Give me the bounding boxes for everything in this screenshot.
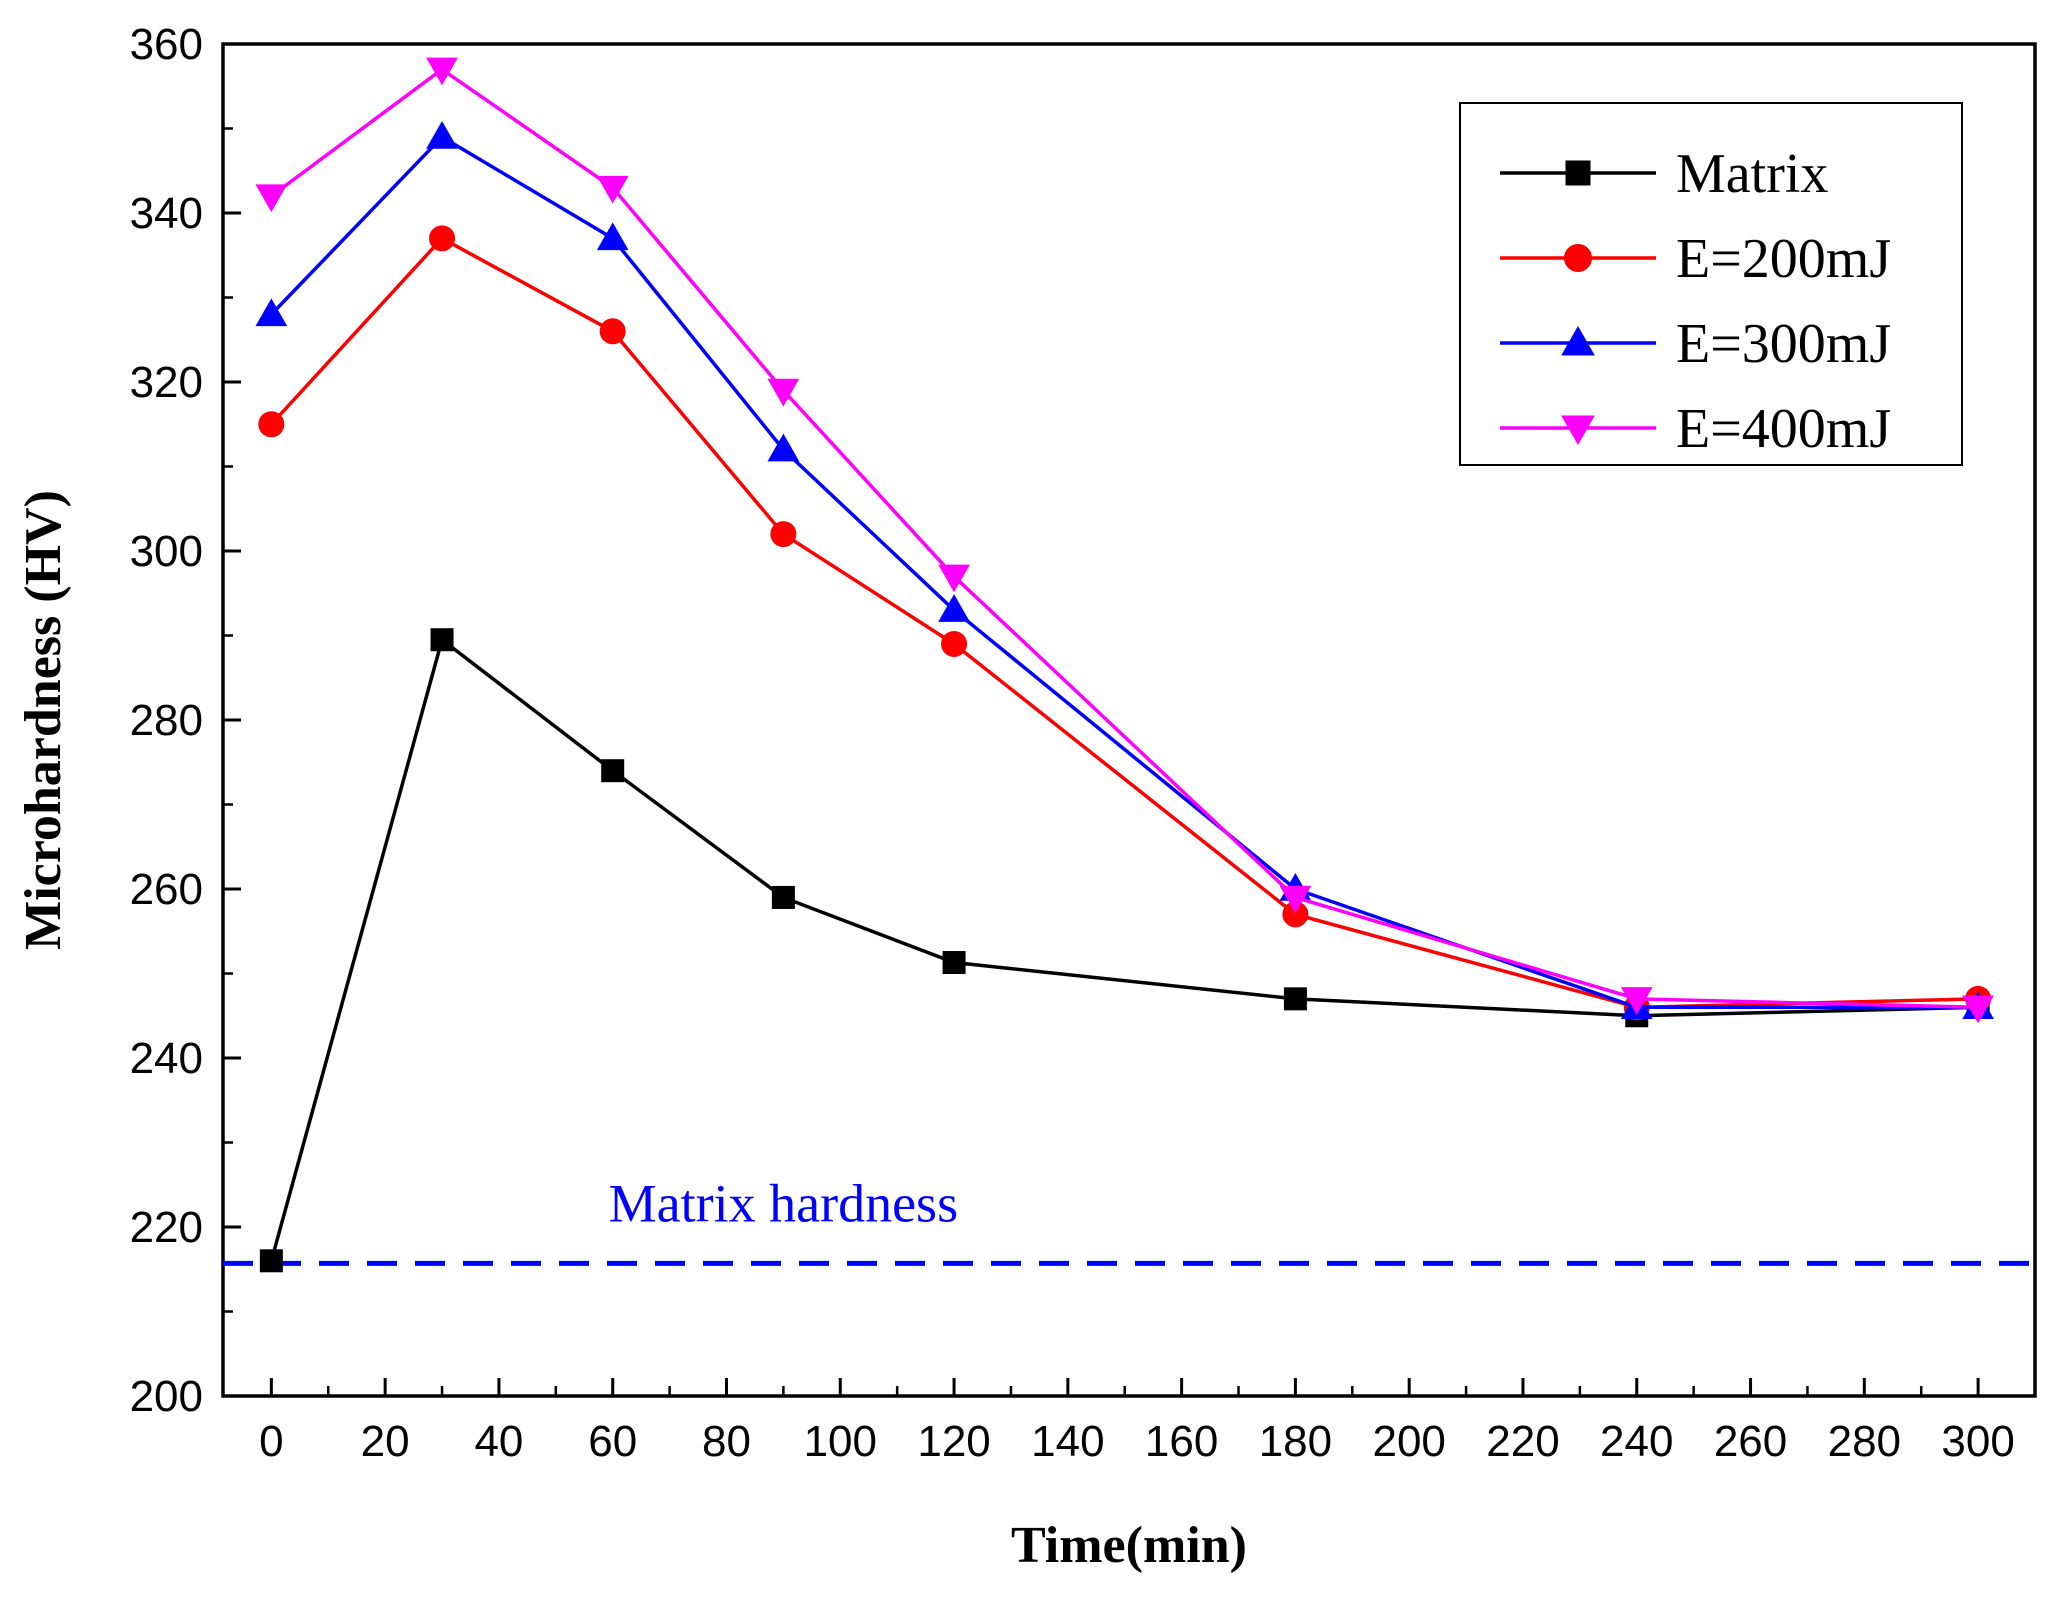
x-tick-label: 280	[1828, 1417, 1901, 1466]
point-circle	[599, 318, 626, 345]
x-tick-label: 240	[1600, 1417, 1673, 1466]
point-triangle-down	[1561, 415, 1595, 446]
y-tick-label: 200	[130, 1372, 203, 1421]
point-circle	[941, 630, 968, 657]
point-triangle-down	[938, 564, 970, 593]
point-square	[1283, 987, 1307, 1011]
point-square	[430, 628, 454, 652]
x-tick-label: 0	[259, 1417, 283, 1466]
point-circle	[429, 225, 456, 252]
series-matrix	[259, 628, 1990, 1273]
y-tick-label: 300	[130, 527, 203, 576]
y-tick-label: 220	[130, 1203, 203, 1252]
point-triangle-down	[255, 184, 288, 213]
legend-item: E=200mJ	[1500, 228, 1891, 290]
x-tick-label: 120	[917, 1417, 990, 1466]
x-tick-label: 200	[1372, 1417, 1445, 1466]
point-triangle-down	[1962, 995, 1994, 1024]
x-tick-label: 100	[804, 1417, 877, 1466]
x-tick-label: 140	[1031, 1417, 1104, 1466]
point-triangle-up	[596, 222, 629, 251]
x-tick-label: 180	[1259, 1417, 1332, 1466]
x-tick-label: 220	[1486, 1417, 1559, 1466]
legend: Matrix E=200mJ E=300mJ E=400mJ	[1459, 102, 1963, 466]
point-triangle-down	[1620, 987, 1653, 1015]
point-circle	[1564, 244, 1592, 272]
series-group	[255, 57, 1994, 1273]
x-tick-label: 260	[1714, 1417, 1787, 1466]
reference-line-group: Matrix hardness	[223, 1173, 2035, 1266]
x-tick-label: 80	[702, 1417, 751, 1466]
point-square	[259, 1249, 283, 1273]
point-square	[601, 759, 625, 783]
point-square	[942, 951, 966, 975]
point-triangle-down	[1279, 885, 1312, 914]
legend-label: E=200mJ	[1676, 228, 1891, 290]
y-tick-label: 260	[130, 865, 203, 914]
legend-label: E=300mJ	[1676, 313, 1891, 375]
series-line	[270, 236, 1979, 1010]
legend-item: E=300mJ	[1500, 313, 1891, 375]
point-triangle-up	[767, 433, 800, 462]
legend-item: E=400mJ	[1500, 398, 1891, 460]
x-tick-label: 160	[1145, 1417, 1218, 1466]
point-circle	[770, 521, 797, 548]
x-tick-label: 60	[588, 1417, 637, 1466]
point-triangle-down	[767, 378, 800, 407]
y-tick-label: 340	[130, 189, 203, 238]
legend-label: Matrix	[1676, 143, 1828, 205]
point-triangle-up	[426, 120, 458, 149]
axis-ticks: 0 20 40 60 80 100 120 140 160 180 200 220 240 260 280 3…	[130, 20, 2015, 1466]
legend-label: E=400mJ	[1676, 398, 1891, 460]
legend-item: Matrix	[1500, 143, 1828, 205]
point-circle	[258, 411, 285, 438]
series-e-400mj	[255, 57, 1994, 1024]
point-triangle-down	[596, 175, 629, 204]
y-tick-label: 280	[130, 696, 203, 745]
y-tick-label: 240	[130, 1034, 203, 1083]
point-square	[1565, 160, 1591, 186]
legend-box	[1459, 102, 1963, 466]
x-tick-label: 300	[1941, 1417, 2014, 1466]
matrix-hardness-label: Matrix hardness	[609, 1173, 958, 1233]
x-tick-label: 20	[361, 1417, 410, 1466]
y-axis-title: Microhardness (HV)	[15, 490, 72, 950]
x-tick-label: 40	[474, 1417, 523, 1466]
point-triangle-up	[1561, 325, 1595, 356]
y-tick-label: 360	[130, 20, 203, 69]
x-axis-title: Time(min)	[1011, 1517, 1247, 1574]
legend-items: Matrix E=200mJ E=300mJ E=400mJ	[1500, 143, 1891, 460]
point-triangle-up	[255, 298, 288, 327]
series-line	[269, 636, 1979, 1262]
series-line	[270, 134, 1979, 1010]
point-square	[771, 885, 795, 909]
point-triangle-down	[426, 57, 458, 86]
y-tick-label: 320	[130, 358, 203, 407]
point-triangle-up	[938, 594, 970, 622]
series-line	[270, 67, 1979, 1010]
